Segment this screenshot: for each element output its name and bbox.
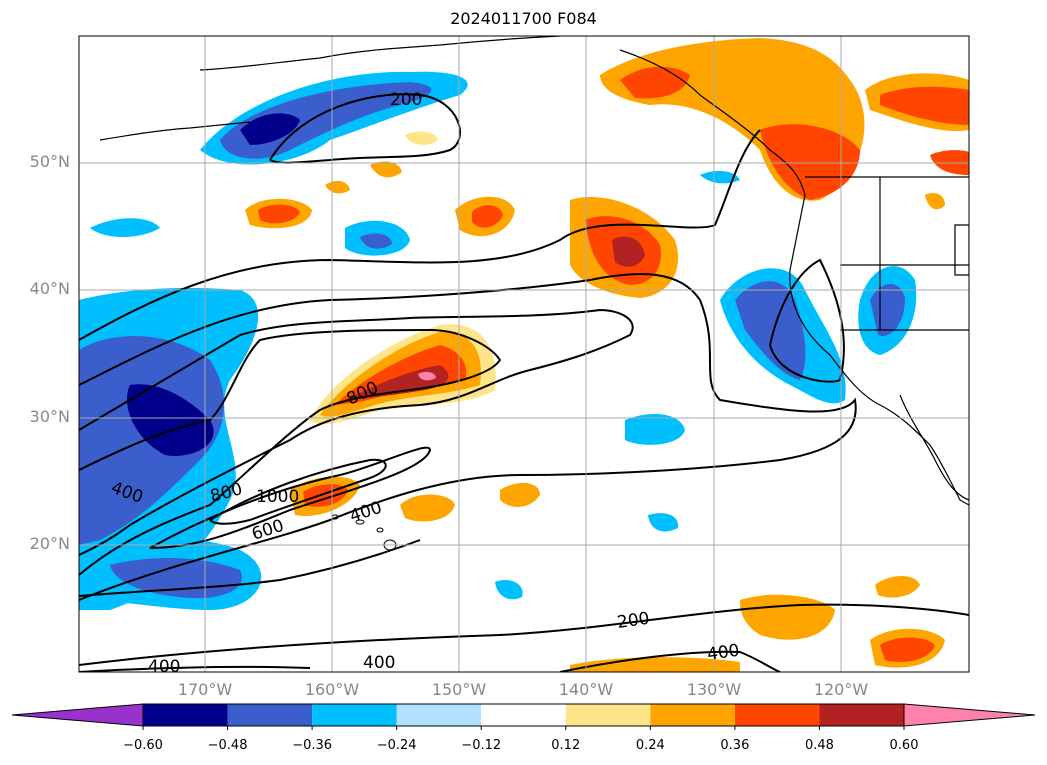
positive-anomaly-central-pink xyxy=(418,371,436,381)
positive-anomaly-bit-4 xyxy=(405,131,438,145)
colorbar-tick-label: −0.48 xyxy=(207,738,248,753)
colorbar-tick-label: 0.24 xyxy=(635,738,665,753)
negative-anomaly-california-core xyxy=(735,281,806,380)
colorbar-frame xyxy=(142,703,905,727)
colorbar-swatch xyxy=(396,704,482,726)
contour-200-south xyxy=(79,603,969,666)
contour-california xyxy=(769,258,845,383)
colorbar-swatch xyxy=(143,704,228,726)
contour-label: 400 xyxy=(363,653,395,673)
contour-400-lower xyxy=(79,539,421,597)
lat-label: 20°N xyxy=(29,534,70,553)
contour-400-south xyxy=(559,650,781,672)
positive-anomaly-ne-core xyxy=(880,86,969,125)
colorbar-tick-label: −0.60 xyxy=(123,738,163,753)
lon-label: 150°W xyxy=(431,680,487,699)
negative-anomaly-bit-1 xyxy=(625,414,685,445)
colorbar-tick-label: −0.24 xyxy=(376,738,417,753)
contour-1000 xyxy=(209,458,387,525)
colorbar-extend-min xyxy=(11,703,144,727)
alaska-coast xyxy=(199,36,561,71)
positive-anomaly-bit-1 xyxy=(875,576,920,598)
negative-anomaly-bit-2 xyxy=(648,513,679,532)
aleutian-islands xyxy=(99,121,251,141)
height-contours xyxy=(79,93,969,672)
positive-anomaly-bottom xyxy=(570,657,740,672)
contour-400-outer xyxy=(79,273,857,601)
colorbar-tick-label: 0.12 xyxy=(551,738,581,753)
colorbar-tick-label: 0.48 xyxy=(804,738,834,753)
lat-label: 40°N xyxy=(29,279,70,298)
contour-label: 400 xyxy=(706,641,741,665)
negative-anomaly-bit-5 xyxy=(700,170,740,184)
contour-label: 200 xyxy=(616,609,651,633)
positive-anomaly-bit-3 xyxy=(370,161,402,178)
positive-anomaly-north-mid-dark xyxy=(612,236,645,267)
colorbar-swatch xyxy=(312,704,397,726)
map-frame xyxy=(78,35,970,673)
contour-600 xyxy=(79,308,634,556)
colorbar-tick-label: 0.36 xyxy=(720,738,750,753)
lon-label: 160°W xyxy=(304,680,360,699)
colorbar-swatch xyxy=(481,704,566,726)
colorbar-tick-label: −0.12 xyxy=(461,738,502,753)
map-title: 2024011700 F084 xyxy=(450,9,597,28)
negative-anomaly-gulf-center xyxy=(240,113,300,145)
colorbar-swatches xyxy=(11,703,1036,730)
colorbar-swatch xyxy=(734,704,820,726)
positive-anomaly-southeast-3-core xyxy=(880,637,935,662)
positive-anomaly-small-1-core xyxy=(258,204,300,224)
positive-anomaly-central-small xyxy=(400,494,455,522)
state-borders xyxy=(805,176,969,331)
colorbar-swatch xyxy=(650,704,735,726)
negative-anomaly-sw-core xyxy=(110,558,242,599)
positive-anomaly-southeast-1 xyxy=(500,483,540,507)
negative-anomaly-bit-3 xyxy=(495,579,523,600)
positive-anomaly-bit-5 xyxy=(325,180,350,194)
contour-200-outer xyxy=(79,129,761,341)
lon-label: 170°W xyxy=(177,680,233,699)
lon-label: 140°W xyxy=(558,680,614,699)
contour-200-north xyxy=(269,93,461,164)
colorbar-tick-label: −0.36 xyxy=(292,738,333,753)
negative-anomaly-small-core xyxy=(360,233,392,249)
colorbar-swatch xyxy=(227,704,313,726)
positive-anomaly-small-2-core xyxy=(472,205,503,228)
contour-600-inner xyxy=(149,446,432,549)
positive-anomaly-pnw-core xyxy=(760,124,860,200)
contour-400-bottom xyxy=(79,665,311,672)
contour-800 xyxy=(79,328,502,576)
positive-anomaly-pnw-north xyxy=(620,66,690,99)
lat-label: 50°N xyxy=(29,152,70,171)
colorbar-tick-label: 0.60 xyxy=(889,738,919,753)
lat-label: 30°N xyxy=(29,407,70,426)
colorbar-swatch xyxy=(565,704,651,726)
colorbar-extend-max xyxy=(903,703,1036,727)
positive-anomaly-bit-2 xyxy=(925,193,945,210)
colorbar-swatch xyxy=(819,704,904,726)
graticule xyxy=(79,36,969,672)
contour-label: 1000 xyxy=(256,487,299,507)
baja-coast xyxy=(899,394,969,501)
coastlines xyxy=(99,36,969,506)
positive-anomaly-southeast-2 xyxy=(740,594,835,640)
contour-label: 200 xyxy=(390,90,422,110)
lon-label: 120°W xyxy=(813,680,869,699)
negative-anomaly-bit-4 xyxy=(90,218,160,237)
negative-anomaly-nevada-core xyxy=(870,283,905,336)
lon-label: 130°W xyxy=(686,680,742,699)
